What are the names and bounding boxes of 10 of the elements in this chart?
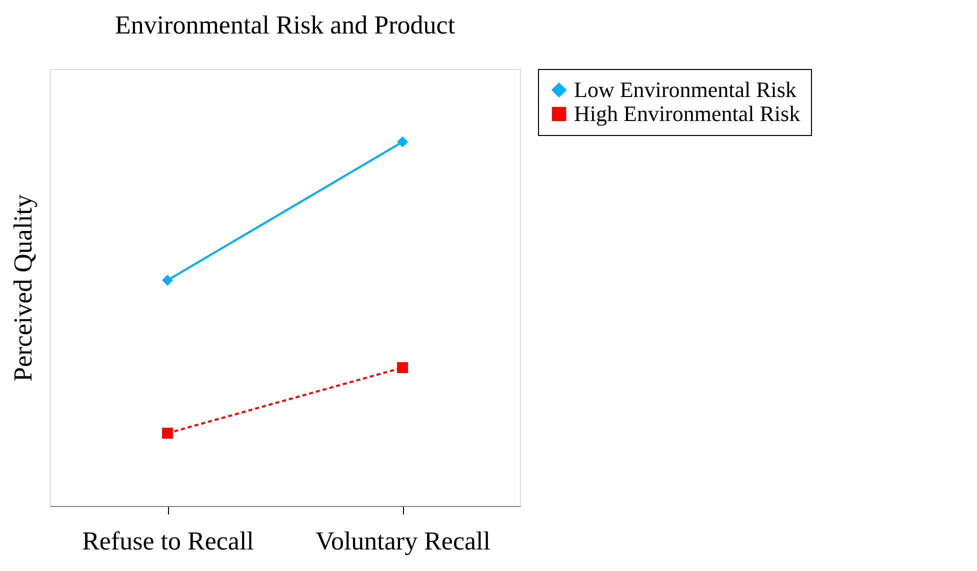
point <box>397 362 408 374</box>
legend-label: High Environmental Risk <box>574 101 800 126</box>
point <box>162 428 173 439</box>
y-axis-title: Perceived Quality <box>8 194 38 382</box>
x-tick-label: Voluntary Recall <box>316 526 490 556</box>
legend-label: Low Environmental Risk <box>574 77 796 102</box>
x-tick-label: Refuse to Recall <box>82 526 254 556</box>
point <box>162 274 173 286</box>
chart-title: Environmental Risk and Product <box>114 10 456 40</box>
point <box>397 136 408 148</box>
